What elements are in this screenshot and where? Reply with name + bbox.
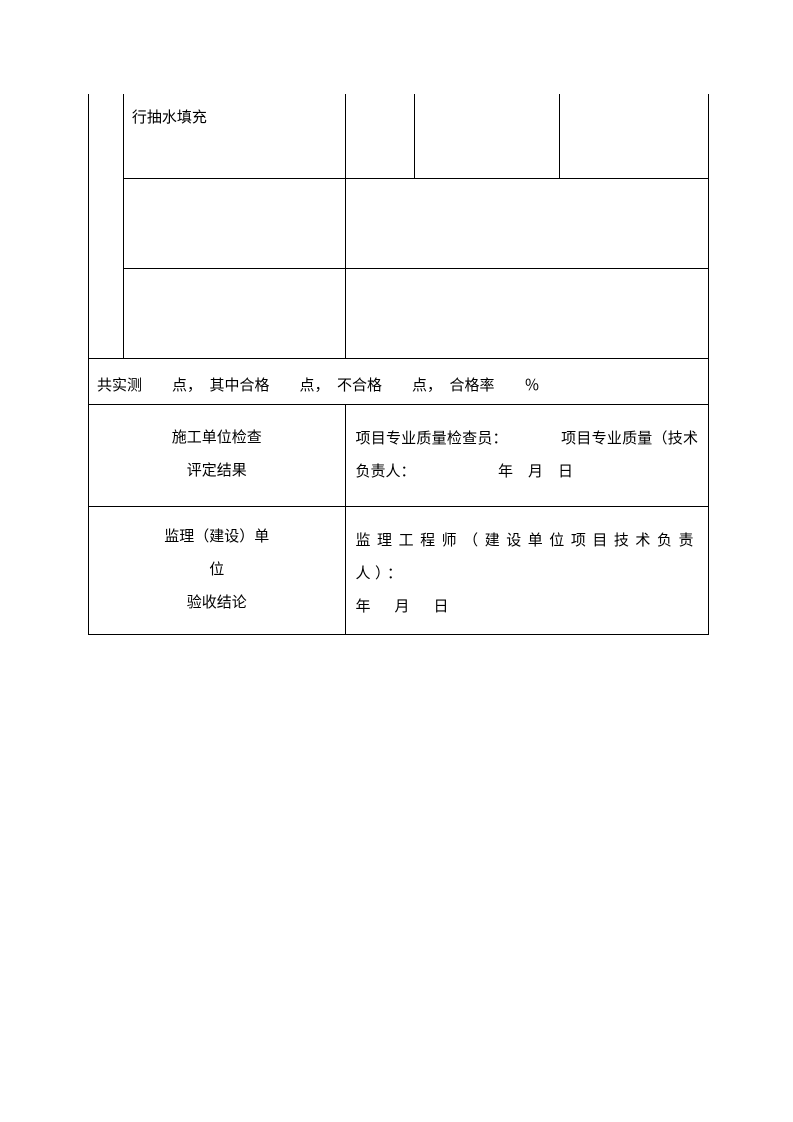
table-row	[89, 268, 709, 358]
table-cell: 行抽水填充	[123, 94, 345, 178]
table-row: 行抽水填充	[89, 94, 709, 178]
table-cell	[415, 94, 560, 178]
label-line: 位	[209, 562, 224, 578]
form-table-container: 行抽水填充 共实测 点， 其中合格 点， 不合格 点， 合格率 ％ 施工单位检查…	[88, 94, 709, 635]
summary-cell: 共实测 点， 其中合格 点， 不合格 点， 合格率 ％	[89, 358, 709, 404]
construction-result-label: 施工单位检查 评定结果	[89, 404, 346, 506]
table-cell	[560, 94, 709, 178]
table-cell-sideheader	[89, 94, 124, 358]
summary-text: 共实测 点， 其中合格 点， 不合格 点， 合格率 ％	[97, 378, 540, 394]
summary-row: 共实测 点， 其中合格 点， 不合格 点， 合格率 ％	[89, 358, 709, 404]
table-cell	[345, 178, 709, 268]
table-cell	[345, 94, 415, 178]
inspection-form-table: 行抽水填充 共实测 点， 其中合格 点， 不合格 点， 合格率 ％ 施工单位检查…	[88, 94, 709, 635]
content-text-line1: 监理工程师（建设单位项目技术负责人）：	[356, 533, 699, 582]
table-cell	[123, 178, 345, 268]
label-line: 施工单位检查	[172, 430, 262, 446]
content-text-line2: 年 月 日	[356, 599, 454, 615]
label-line: 验收结论	[187, 595, 247, 611]
cell-text: 行抽水填充	[132, 110, 207, 126]
label-line: 评定结果	[187, 463, 247, 479]
table-cell	[345, 268, 709, 358]
supervision-result-row: 监理（建设）单 位 验收结论 监理工程师（建设单位项目技术负责人）： 年 月 日	[89, 506, 709, 634]
table-cell	[123, 268, 345, 358]
supervision-result-content: 监理工程师（建设单位项目技术负责人）： 年 月 日	[345, 506, 709, 634]
construction-result-content: 项目专业质量检查员： 项目专业质量（技术负责人： 年 月 日	[345, 404, 709, 506]
label-line: 监理（建设）单	[164, 529, 269, 545]
construction-result-row: 施工单位检查 评定结果 项目专业质量检查员： 项目专业质量（技术负责人： 年 月…	[89, 404, 709, 506]
content-text: 项目专业质量检查员： 项目专业质量（技术负责人： 年 月 日	[356, 431, 699, 480]
table-row	[89, 178, 709, 268]
supervision-result-label: 监理（建设）单 位 验收结论	[89, 506, 346, 634]
